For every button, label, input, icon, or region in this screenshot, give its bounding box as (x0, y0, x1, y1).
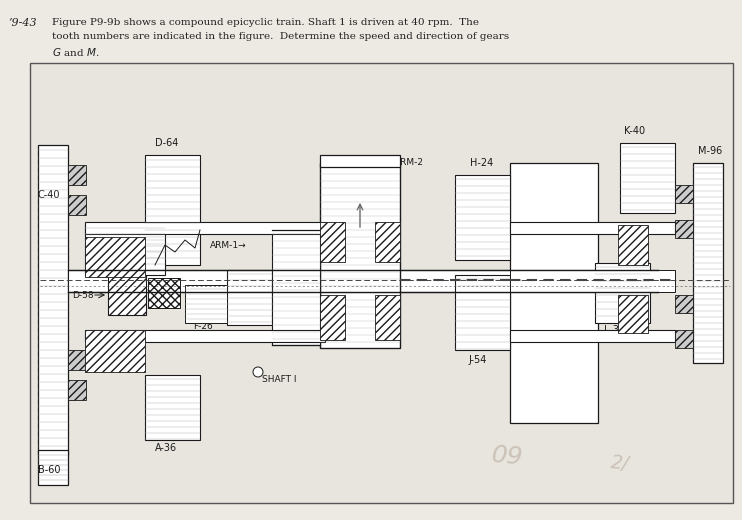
Bar (455, 275, 510, 350)
Bar (145, 155, 200, 265)
Text: D-64: D-64 (155, 138, 178, 148)
Bar (510, 270, 675, 292)
Bar (108, 275, 146, 315)
Bar (85, 225, 165, 275)
Bar (320, 295, 345, 340)
Bar (618, 225, 648, 265)
Bar (68, 270, 658, 292)
Bar (510, 330, 675, 342)
Bar (145, 375, 200, 440)
Bar (455, 175, 510, 260)
Bar (85, 330, 325, 342)
Text: A-36: A-36 (155, 443, 177, 453)
Bar (693, 163, 723, 363)
Bar (618, 295, 648, 333)
Bar (320, 155, 400, 167)
Bar (68, 195, 86, 215)
Text: J-54: J-54 (468, 355, 486, 365)
Bar (510, 163, 598, 423)
Bar (38, 450, 68, 485)
Text: H-24: H-24 (470, 158, 493, 168)
Bar (38, 145, 68, 455)
Text: $G$ and $M$.: $G$ and $M$. (52, 46, 99, 58)
Bar (375, 222, 400, 262)
Text: ’9-43: ’9-43 (8, 18, 36, 28)
Bar (85, 222, 325, 234)
Text: D-58: D-58 (72, 291, 93, 300)
Text: Figure P9-9b shows a compound epicyclic train. Shaft 1 is driven at 40 rpm.  The: Figure P9-9b shows a compound epicyclic … (52, 18, 479, 27)
Text: 09: 09 (490, 444, 524, 470)
Bar (675, 220, 693, 238)
Bar (85, 237, 145, 277)
Text: L-38: L-38 (604, 325, 625, 335)
Bar (510, 222, 675, 234)
Bar (595, 263, 650, 323)
Bar (620, 143, 675, 213)
Bar (320, 163, 400, 348)
Bar (30, 63, 733, 503)
Text: tooth numbers are indicated in the figure.  Determine the speed and direction of: tooth numbers are indicated in the figur… (52, 32, 509, 41)
Bar (68, 380, 86, 400)
Bar (375, 295, 400, 340)
Bar (185, 285, 227, 323)
Text: C-40: C-40 (38, 190, 61, 200)
Bar (85, 330, 145, 372)
Text: ARM-1→: ARM-1→ (210, 241, 246, 250)
Bar (675, 295, 693, 313)
Bar (272, 230, 320, 345)
Bar (675, 330, 693, 348)
Text: M-96: M-96 (698, 146, 722, 156)
Text: SHAFT I: SHAFT I (262, 375, 297, 384)
Bar (675, 185, 693, 203)
Circle shape (253, 367, 263, 377)
Text: 2/: 2/ (610, 453, 631, 474)
Text: E-18: E-18 (148, 302, 168, 311)
Bar (68, 165, 86, 185)
Text: F-26: F-26 (193, 322, 213, 331)
Text: B-60: B-60 (38, 465, 61, 475)
Text: K-40: K-40 (624, 126, 645, 136)
Bar (227, 270, 272, 325)
Bar (68, 350, 86, 370)
Text: G-66: G-66 (275, 314, 297, 322)
Bar (148, 278, 180, 308)
Text: ARM-2: ARM-2 (358, 158, 424, 167)
Bar (320, 222, 345, 262)
